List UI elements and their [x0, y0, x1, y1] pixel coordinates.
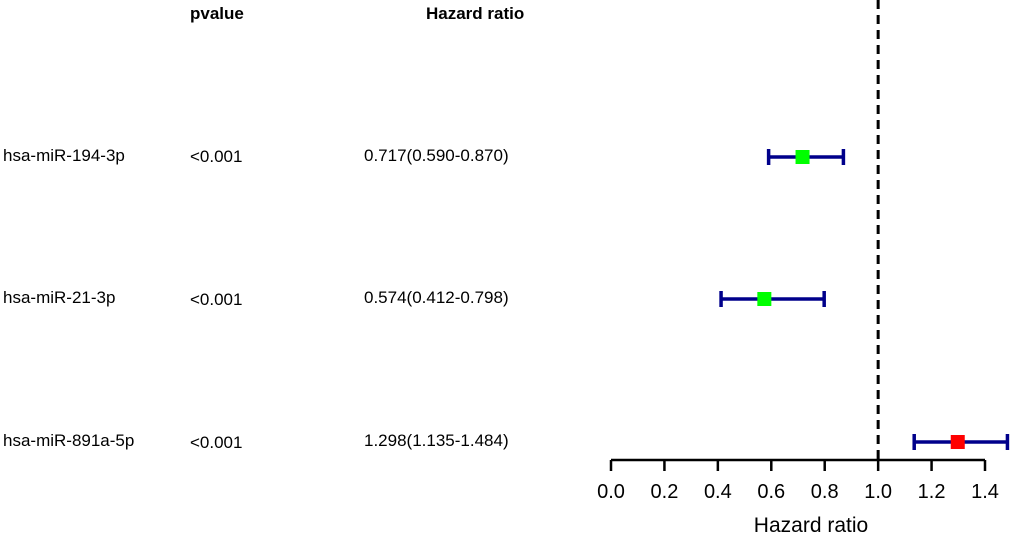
hazard-ratio-cell: 0.574(0.412-0.798): [364, 288, 509, 307]
x-tick-label: 0.0: [597, 481, 625, 503]
x-tick-label: 1.0: [864, 481, 892, 503]
pvalue-cell: <0.001: [190, 433, 243, 452]
pvalue-cell: <0.001: [190, 147, 243, 166]
hazard-ratio-cell: 0.717(0.590-0.870): [364, 146, 509, 165]
hazard-ratio-header: Hazard ratio: [426, 4, 525, 23]
gene-label: hsa-miR-891a-5p: [3, 431, 135, 450]
hazard-ratio-cell: 1.298(1.135-1.484): [364, 431, 509, 450]
x-tick-label: 1.2: [918, 481, 946, 503]
x-tick-label: 0.8: [811, 481, 839, 503]
x-tick-label: 1.4: [971, 481, 999, 503]
hr-point-marker: [757, 292, 772, 306]
gene-label: hsa-miR-21-3p: [3, 288, 116, 307]
gene-label: hsa-miR-194-3p: [3, 146, 125, 165]
x-axis-label: Hazard ratio: [754, 514, 868, 537]
x-tick-label: 0.4: [704, 481, 732, 503]
hr-point-marker: [795, 150, 810, 164]
pvalue-cell: <0.001: [190, 290, 243, 309]
hr-point-marker: [950, 435, 965, 449]
x-tick-label: 0.2: [651, 481, 679, 503]
pvalue-header: pvalue: [190, 4, 244, 23]
x-tick-label: 0.6: [757, 481, 785, 503]
